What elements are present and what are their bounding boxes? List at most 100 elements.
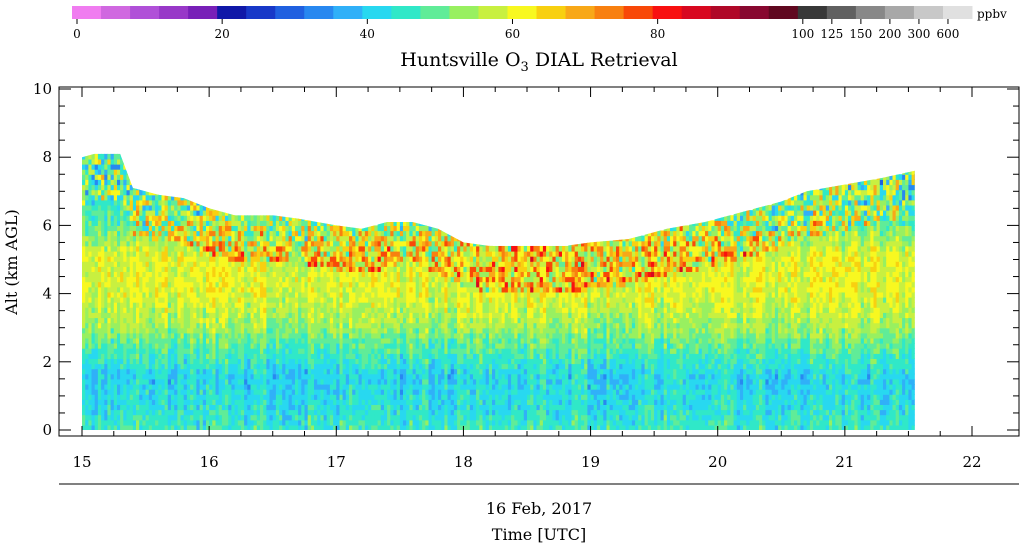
heatmap-cell [409,332,414,339]
heatmap-cell [186,409,191,416]
heatmap-cell [186,194,191,201]
heatmap-cell [151,266,156,272]
heatmap-cell [145,281,150,288]
heatmap-cell [345,235,350,242]
heatmap-cell [349,399,353,405]
heatmap-cell [132,322,137,329]
heatmap-cell [301,343,306,349]
heatmap-cell [295,220,299,226]
heatmap-cell [151,368,156,375]
heatmap-cell [117,210,121,216]
heatmap-cell [422,358,426,365]
heatmap-cell [167,373,172,380]
heatmap-cell [174,194,178,201]
heatmap-cell [174,286,178,293]
heatmap-cell [320,404,325,411]
heatmap-cell [310,419,315,426]
heatmap-cell [298,297,302,303]
heatmap-cell [161,291,166,298]
heatmap-cell [384,291,388,298]
heatmap-cell [396,220,401,226]
heatmap-cell [250,373,255,380]
heatmap-cell [349,348,353,354]
heatmap-cell [82,158,86,165]
heatmap-cell [161,373,166,380]
heatmap-cell [326,251,331,257]
heatmap-cell [174,394,178,400]
heatmap-cell [418,358,423,365]
heatmap-cell [91,384,96,390]
heatmap-cell [279,225,283,232]
heatmap-cell [374,353,379,359]
heatmap-cell [88,189,93,196]
heatmap-cell [142,204,147,211]
heatmap-cell [215,286,220,293]
heatmap-cell [336,332,341,339]
heatmap-cell [304,297,309,303]
heatmap-cell [307,358,312,365]
heatmap-cell [314,409,318,416]
heatmap-cell [186,291,191,298]
heatmap-cell [101,153,105,160]
heatmap-cell [132,215,137,221]
heatmap-cell [339,384,344,390]
heatmap-cell [110,245,115,252]
heatmap-cell [167,358,172,365]
heatmap-cell [82,235,86,242]
heatmap-cell [361,245,366,252]
heatmap-cell [171,307,175,313]
heatmap-cell [428,312,433,319]
heatmap-cell [275,307,280,313]
heatmap-cell [82,363,86,370]
heatmap-cell [142,353,147,359]
heatmap-cell [212,348,217,354]
heatmap-cell [244,399,248,405]
heatmap-cell [88,276,93,283]
heatmap-cell [412,348,417,354]
heatmap-cell [158,409,163,416]
heatmap-cell [368,419,372,426]
heatmap-cell [291,368,296,375]
heatmap-cell [218,389,223,395]
heatmap-cell [180,404,185,411]
heatmap-cell [240,312,245,319]
heatmap-cell [269,419,274,426]
heatmap-cell [231,271,236,278]
heatmap-cell [358,307,363,313]
heatmap-cell [250,384,255,390]
heatmap-cell [196,322,201,329]
heatmap-cell [177,215,182,221]
heatmap-cell [171,215,175,221]
heatmap-cell [155,245,159,252]
heatmap-cell [228,343,232,349]
heatmap-cell [142,199,147,206]
heatmap-cell [231,215,236,221]
heatmap-cell [193,389,198,395]
heatmap-cell [418,276,423,283]
heatmap-cell [244,404,248,411]
heatmap-cell [317,235,321,242]
heatmap-cell [275,266,280,272]
heatmap-cell [94,332,99,339]
heatmap-cell [396,373,401,380]
heatmap-cell [345,337,350,344]
heatmap-cell [91,404,96,411]
heatmap-cell [161,256,166,262]
heatmap-cell [113,337,118,344]
heatmap-cell [177,399,182,405]
heatmap-cell [158,256,163,262]
heatmap-cell [237,302,242,308]
heatmap-cell [323,276,328,283]
heatmap-cell [183,215,188,221]
heatmap-cell [285,302,290,308]
heatmap-cell [190,424,194,431]
heatmap-cell [329,297,334,303]
heatmap-cell [412,322,417,329]
heatmap-cell [88,169,93,175]
heatmap-cell [279,358,283,365]
heatmap-cell [206,322,210,329]
heatmap-cell [256,343,261,349]
heatmap-cell [183,230,188,237]
heatmap-cell [253,297,258,303]
heatmap-cell [396,327,401,334]
